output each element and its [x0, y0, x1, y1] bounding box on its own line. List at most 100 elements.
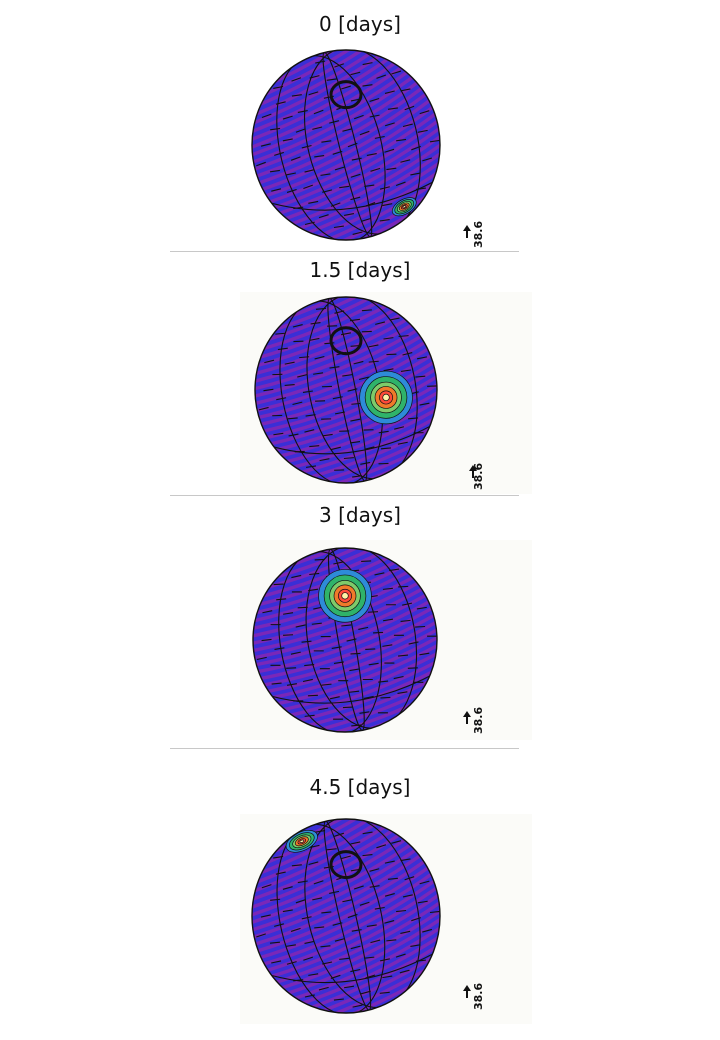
scale-label-1: 38.6 [472, 220, 485, 248]
vector-arrow [347, 388, 358, 392]
vector-arrow [342, 374, 353, 377]
vector-arrow [376, 844, 387, 849]
vector-arrow [282, 909, 293, 913]
vector-arrow [276, 598, 287, 601]
vector-arrow [347, 913, 358, 919]
band-stripe [259, 139, 440, 240]
scale-label-3: 38.6 [472, 706, 485, 734]
vector-arrow [359, 711, 370, 714]
vector-arrow [295, 624, 306, 628]
vector-arrow [329, 890, 340, 894]
vector-arrow [256, 933, 266, 938]
vector-arrow [269, 169, 280, 173]
vector-arrow [379, 186, 390, 190]
band-stripe [253, 548, 433, 592]
vector-arrow [364, 446, 375, 450]
vector-arrow [366, 924, 377, 928]
vector-arrow [411, 917, 421, 922]
divider-2 [170, 495, 519, 496]
vector-arrow [283, 612, 294, 615]
vector-arrow [384, 860, 395, 864]
globe-panel-2 [254, 296, 438, 484]
vector-arrow [330, 446, 341, 451]
vector-arrow [367, 611, 379, 613]
divider-3 [170, 748, 519, 749]
vector-arrow [293, 979, 304, 982]
band-stripe [255, 297, 428, 346]
band-stripe [253, 655, 437, 732]
vector-arrow [305, 465, 317, 468]
vector-arrow [387, 877, 398, 880]
vector-arrow [359, 901, 370, 906]
vector-arrow [369, 114, 380, 118]
vector-arrow [416, 606, 427, 610]
vector-arrow [391, 840, 402, 844]
vector-arrow [320, 173, 331, 176]
vector-arrow [334, 63, 344, 68]
vector-arrow [382, 587, 393, 590]
vector-arrow [398, 585, 409, 588]
vector-arrow [318, 707, 329, 711]
band-stripe [252, 50, 423, 133]
vector-arrow [332, 396, 343, 400]
vector-arrow [282, 115, 293, 120]
vector-arrow [378, 430, 389, 434]
vector-arrow [313, 880, 324, 885]
vector-arrow [419, 880, 430, 885]
vector-arrow [292, 401, 303, 406]
vector-arrow [408, 641, 419, 645]
vector-arrow [415, 959, 426, 962]
storm-vortex [318, 569, 372, 623]
vector-arrow [361, 309, 372, 312]
vector-arrow [263, 388, 274, 392]
vector-arrow [311, 622, 322, 625]
vector-arrow [350, 841, 361, 845]
vector-arrow [404, 105, 415, 111]
vector-arrow [307, 694, 318, 697]
vector-arrow [304, 169, 315, 173]
band-stripe [261, 928, 440, 1013]
vector-arrow [275, 871, 286, 875]
vector-arrow [410, 172, 421, 176]
vector-arrow [274, 647, 285, 650]
vector-arrow [397, 691, 408, 694]
vector-arrow [297, 880, 308, 884]
vector-arrow [312, 897, 323, 901]
vector-arrow [373, 631, 384, 634]
vector-arrow [396, 909, 407, 913]
vector-arrow [368, 662, 379, 666]
vector-arrow [382, 618, 394, 622]
vector-arrow [350, 945, 361, 950]
vector-arrow [360, 217, 371, 222]
vector-arrow [309, 445, 320, 448]
vector-arrow [342, 706, 353, 709]
vector-arrow [395, 953, 406, 958]
vector-arrow [309, 572, 320, 576]
panel-4-title: 4.5 [days] [309, 775, 411, 799]
band-stripe [257, 414, 437, 483]
band-stripe [252, 819, 428, 898]
vector-arrow [365, 648, 376, 650]
vector-arrow [342, 899, 353, 903]
vector-arrow [382, 203, 393, 207]
vector-arrow [308, 200, 319, 204]
vector-arrow [282, 138, 293, 142]
band-stripe [255, 297, 437, 373]
band-stripe [266, 151, 440, 240]
vector-arrow [291, 574, 302, 579]
vector-arrow [402, 352, 413, 356]
vector-arrow [314, 558, 325, 561]
vector-arrow [258, 406, 269, 411]
band-stripe [255, 297, 430, 353]
vector-arrow [291, 94, 302, 97]
vector-arrow [295, 899, 306, 904]
vector-arrow [270, 127, 281, 131]
vector-arrow [290, 156, 301, 161]
vector-arrow [330, 202, 341, 207]
scale-arrow-icon [469, 465, 477, 478]
vector-arrow [360, 461, 371, 465]
panel-1-title: 0 [days] [319, 12, 401, 36]
vector-arrow [393, 675, 404, 680]
band-stripe [253, 548, 437, 605]
band-stripe [255, 407, 437, 483]
